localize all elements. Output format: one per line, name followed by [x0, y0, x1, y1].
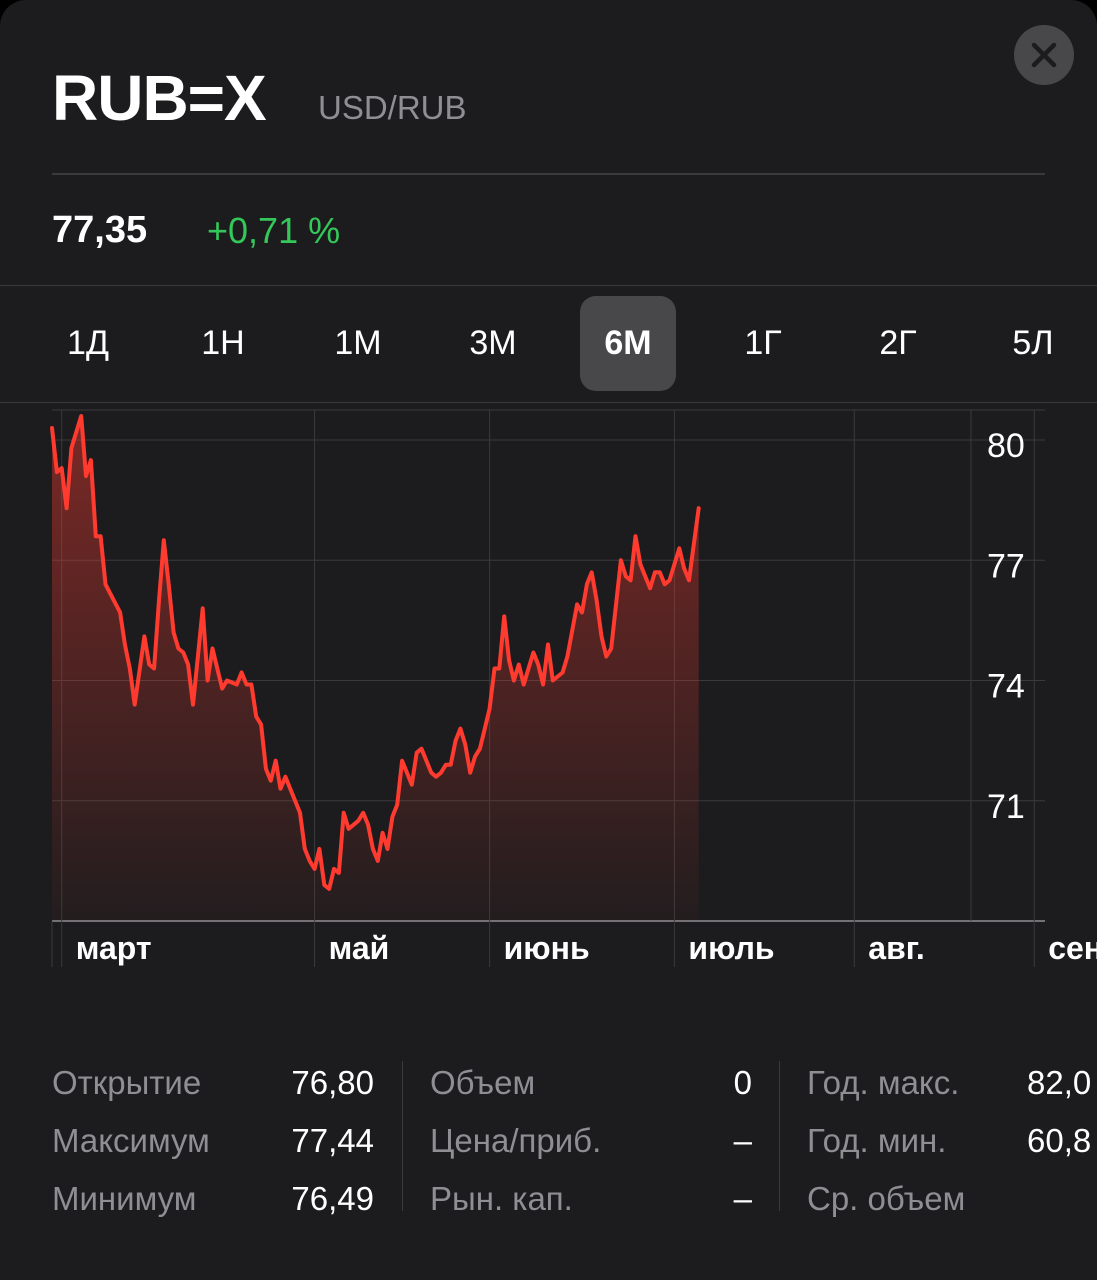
- stat-year-high-label: Год. макс.: [807, 1064, 960, 1101]
- stat-mktcap-value: –: [733, 1180, 752, 1217]
- stat-pe-label: Цена/приб.: [430, 1122, 602, 1159]
- header-divider: [52, 173, 1045, 175]
- tab-5y[interactable]: 5Л: [1012, 324, 1054, 362]
- range-tabs: 1Д 1Н 1М 3М 6М 1Г 2Г 5Л: [0, 286, 1097, 403]
- stat-open-value: 76,80: [291, 1064, 374, 1101]
- stat-high-value: 77,44: [291, 1122, 374, 1159]
- tab-6m[interactable]: 6М: [580, 296, 676, 391]
- tab-1d[interactable]: 1Д: [67, 324, 109, 362]
- tabs-bottom-divider: [0, 402, 1097, 403]
- stat-low-value: 76,49: [291, 1180, 374, 1217]
- y-tick-label: 80: [987, 427, 1025, 465]
- tab-1m[interactable]: 1М: [334, 324, 382, 362]
- stat-avg-volume-label: Ср. объем: [807, 1180, 966, 1217]
- stats-separator: [779, 1061, 780, 1211]
- y-tick-label: 77: [987, 547, 1025, 585]
- x-tick-label: июнь: [504, 930, 590, 966]
- stat-high-label: Максимум: [52, 1122, 210, 1159]
- tabs-top-divider: [0, 285, 1097, 286]
- price-area: [52, 416, 699, 921]
- x-tick-label: май: [329, 930, 390, 966]
- stat-mktcap-label: Рын. кап.: [430, 1180, 573, 1217]
- tab-3m[interactable]: 3М: [469, 324, 517, 362]
- x-tick-label: март: [76, 930, 152, 966]
- tab-1y[interactable]: 1Г: [744, 324, 782, 362]
- price-line: [50, 414, 701, 891]
- current-price: 77,35: [52, 209, 148, 251]
- stat-year-low-value: 60,8: [1027, 1122, 1092, 1159]
- stat-volume-label: Объем: [430, 1064, 536, 1101]
- close-button[interactable]: [1014, 25, 1074, 85]
- stat-pe-value: –: [733, 1122, 752, 1159]
- ticker-symbol: RUB=X: [52, 62, 267, 134]
- stat-year-low-label: Год. мин.: [807, 1122, 947, 1159]
- x-tick-label: сент.: [1048, 930, 1097, 966]
- stats-panel: Открытие 76,80 Максимум 77,44 Минимум 76…: [0, 1055, 1097, 1225]
- price-change: +0,71 %: [207, 210, 341, 251]
- stats-separator: [402, 1061, 403, 1211]
- stat-open-label: Открытие: [52, 1064, 202, 1101]
- x-tick-label: июль: [688, 930, 774, 966]
- stat-year-high-value: 82,0: [1027, 1064, 1092, 1101]
- currency-pair: USD/RUB: [318, 89, 467, 126]
- tab-1w[interactable]: 1Н: [201, 324, 245, 362]
- y-tick-label: 71: [987, 788, 1025, 826]
- price-chart[interactable]: 80 77 74 71 март май июнь июль авг. сент.: [0, 405, 1097, 975]
- y-tick-label: 74: [987, 668, 1025, 706]
- close-icon: [1031, 42, 1057, 68]
- stat-volume-value: 0: [733, 1064, 752, 1101]
- x-tick-label: авг.: [868, 930, 924, 966]
- tab-2y[interactable]: 2Г: [879, 324, 917, 362]
- stat-low-label: Минимум: [52, 1180, 197, 1217]
